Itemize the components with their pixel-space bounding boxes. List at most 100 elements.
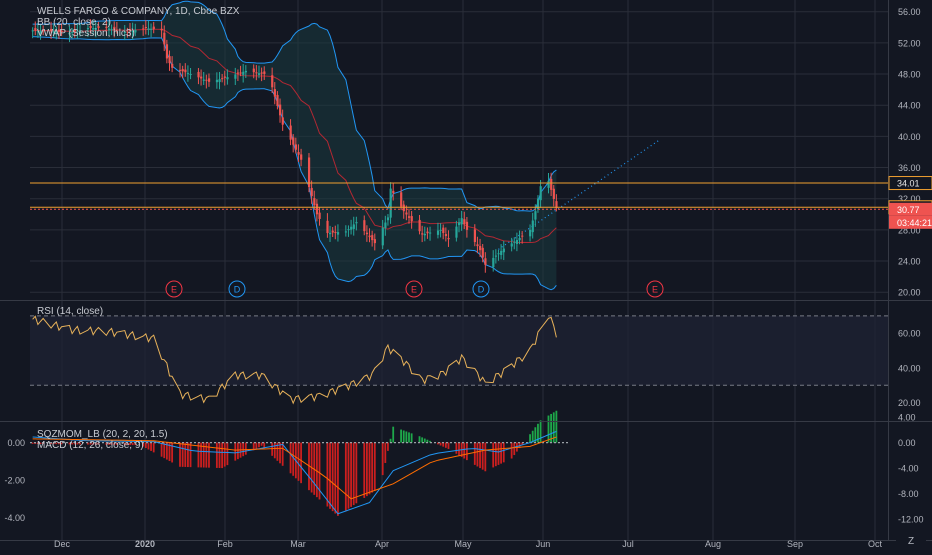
candle-body[interactable] bbox=[79, 30, 82, 33]
candle-body[interactable] bbox=[42, 29, 45, 31]
candle-body[interactable] bbox=[73, 29, 76, 32]
candle-body[interactable] bbox=[207, 78, 211, 82]
candle-body[interactable] bbox=[52, 31, 55, 33]
candle-body[interactable] bbox=[126, 31, 129, 33]
candle-body[interactable] bbox=[502, 248, 505, 253]
candle-body[interactable] bbox=[329, 232, 332, 235]
candle-body[interactable] bbox=[300, 154, 303, 160]
candle-body[interactable] bbox=[547, 180, 550, 188]
candle-body[interactable] bbox=[223, 76, 226, 78]
candle-body[interactable] bbox=[494, 255, 498, 257]
candle-body[interactable] bbox=[92, 28, 95, 30]
candle-body[interactable] bbox=[384, 222, 387, 229]
candle-body[interactable] bbox=[271, 75, 274, 88]
candle-body[interactable] bbox=[263, 71, 266, 75]
candle-body[interactable] bbox=[150, 28, 153, 30]
candle-body[interactable] bbox=[521, 235, 524, 237]
candle-body[interactable] bbox=[518, 237, 521, 241]
candle-body[interactable] bbox=[171, 63, 174, 68]
candle-body[interactable] bbox=[221, 78, 224, 80]
bb-indicator-label[interactable]: BB (20, close, 2) bbox=[37, 17, 111, 28]
candle-body[interactable] bbox=[402, 204, 405, 212]
macd-line[interactable] bbox=[32, 430, 557, 515]
candle-body[interactable] bbox=[71, 32, 74, 34]
momentum-pane[interactable] bbox=[30, 410, 570, 516]
candle-body[interactable] bbox=[215, 79, 219, 83]
earnings-event-marker[interactable] bbox=[646, 280, 664, 298]
candle-body[interactable] bbox=[500, 250, 503, 255]
candle-body[interactable] bbox=[147, 28, 150, 31]
rsi-pane[interactable] bbox=[30, 315, 888, 405]
candle-body[interactable] bbox=[355, 222, 358, 224]
dividend-event-marker[interactable] bbox=[472, 280, 490, 298]
dividend-event-marker[interactable] bbox=[228, 280, 246, 298]
candle-body[interactable] bbox=[455, 226, 458, 238]
candle-body[interactable] bbox=[484, 258, 487, 265]
candle-body[interactable] bbox=[107, 28, 111, 31]
candle-body[interactable] bbox=[421, 233, 424, 235]
candle-body[interactable] bbox=[465, 221, 469, 230]
candle-body[interactable] bbox=[200, 76, 203, 79]
candle-body[interactable] bbox=[163, 32, 166, 45]
candle-body[interactable] bbox=[497, 253, 500, 255]
candle-body[interactable] bbox=[179, 69, 182, 71]
vwap-indicator-label[interactable]: VWAP (Session, hlc3) bbox=[37, 28, 135, 39]
candle-body[interactable] bbox=[273, 89, 276, 97]
candle-body[interactable] bbox=[34, 28, 37, 31]
candle-body[interactable] bbox=[50, 28, 53, 32]
candle-body[interactable] bbox=[255, 72, 258, 74]
candle-body[interactable] bbox=[123, 31, 126, 33]
candle-body[interactable] bbox=[36, 30, 40, 32]
candle-body[interactable] bbox=[202, 79, 205, 81]
rsi-line[interactable] bbox=[32, 315, 557, 405]
candle-body[interactable] bbox=[197, 71, 200, 78]
candle-body[interactable] bbox=[481, 247, 484, 258]
candle-body[interactable] bbox=[94, 28, 97, 30]
earnings-event-marker[interactable] bbox=[165, 280, 183, 298]
candle-body[interactable] bbox=[260, 72, 263, 74]
sqzmom-indicator-label[interactable]: SQZMOM_LB (20, 2, 20, 1.5) bbox=[37, 429, 168, 440]
candle-body[interactable] bbox=[550, 178, 553, 190]
candle-body[interactable] bbox=[279, 104, 282, 116]
candle-body[interactable] bbox=[539, 186, 542, 201]
candle-body[interactable] bbox=[442, 227, 445, 233]
candle-body[interactable] bbox=[129, 29, 132, 31]
candle-body[interactable] bbox=[184, 69, 187, 73]
candle-body[interactable] bbox=[407, 216, 411, 218]
candle-body[interactable] bbox=[513, 241, 516, 243]
candle-body[interactable] bbox=[336, 232, 340, 235]
bollinger-upper-line[interactable] bbox=[32, 0, 557, 212]
candle-body[interactable] bbox=[334, 231, 337, 233]
candle-body[interactable] bbox=[86, 28, 90, 30]
candle-body[interactable] bbox=[529, 229, 532, 237]
candle-body[interactable] bbox=[144, 27, 148, 29]
candle-body[interactable] bbox=[294, 144, 298, 150]
candle-body[interactable] bbox=[189, 74, 192, 76]
candle-body[interactable] bbox=[31, 30, 34, 32]
vwap-line[interactable] bbox=[498, 139, 660, 250]
candle-body[interactable] bbox=[68, 32, 71, 35]
candle-body[interactable] bbox=[168, 56, 171, 64]
candle-body[interactable] bbox=[510, 243, 513, 247]
candle-body[interactable] bbox=[479, 245, 482, 251]
candle-body[interactable] bbox=[363, 220, 366, 232]
candle-body[interactable] bbox=[105, 26, 108, 29]
candle-body[interactable] bbox=[463, 219, 466, 225]
candle-body[interactable] bbox=[281, 117, 284, 125]
candle-body[interactable] bbox=[289, 125, 292, 140]
candle-body[interactable] bbox=[310, 187, 313, 197]
candle-body[interactable] bbox=[234, 74, 237, 79]
candle-body[interactable] bbox=[113, 26, 116, 30]
candle-body[interactable] bbox=[423, 233, 426, 236]
candle-body[interactable] bbox=[110, 29, 113, 31]
candle-body[interactable] bbox=[165, 44, 169, 59]
candle-body[interactable] bbox=[473, 229, 476, 243]
symbol-title[interactable]: WELLS FARGO & COMPANY, 1D, Cboe BZX bbox=[37, 6, 240, 17]
candle-body[interactable] bbox=[410, 216, 413, 222]
candle-body[interactable] bbox=[134, 30, 137, 33]
candle-body[interactable] bbox=[531, 220, 534, 233]
candle-body[interactable] bbox=[444, 234, 448, 237]
candle-body[interactable] bbox=[218, 79, 221, 83]
